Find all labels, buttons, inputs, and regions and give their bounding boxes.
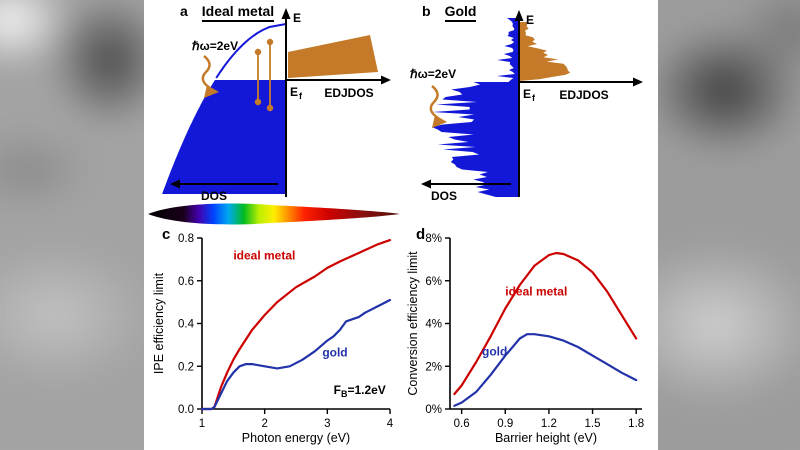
blurred-background-left-blobs — [0, 0, 145, 450]
spectrum-shape — [148, 203, 400, 225]
panel-d-label: d — [416, 226, 426, 243]
svg-text:1: 1 — [199, 418, 205, 430]
svg-text:ideal metal: ideal metal — [505, 285, 567, 299]
svg-text:8%: 8% — [425, 233, 442, 245]
figure-canvas: a Ideal metal b Gold E EDJDOS E f DOS ℏω=2… — [144, 0, 658, 450]
svg-text:0.9: 0.9 — [497, 418, 513, 430]
solar-spectrum-band — [148, 203, 400, 225]
panel-a-schematic: E EDJDOS E f DOS ℏω=2eV — [162, 8, 391, 203]
panel-b-title: Gold — [444, 3, 477, 22]
fermi-level-sub: f — [299, 91, 303, 101]
panel-a-shapes — [162, 8, 391, 197]
panel-b-shapes — [421, 10, 643, 197]
photon-energy-label: ℏω=2eV — [192, 39, 238, 53]
blurred-background-left — [0, 0, 145, 450]
svg-text:2%: 2% — [425, 361, 442, 373]
chart-ipe-efficiency: 1 2 3 4 0.0 0.2 0.4 0.6 0.8 Photon energy (eV) IPE… — [152, 233, 394, 445]
blurred-background-right — [655, 0, 800, 450]
svg-text:1.2: 1.2 — [541, 418, 557, 430]
svg-text:1.5: 1.5 — [585, 418, 601, 430]
svg-text:gold: gold — [322, 346, 347, 360]
dos-axis-label: DOS — [431, 189, 457, 203]
photon-energy-label: ℏω=2eV — [410, 67, 456, 81]
svg-text:6%: 6% — [425, 276, 442, 288]
svg-text:4%: 4% — [425, 319, 442, 331]
svg-text:0.0: 0.0 — [178, 404, 194, 416]
fermi-level-label: E — [523, 87, 531, 101]
panel-b-schematic: E EDJDOS E f DOS ℏω=2eV — [410, 10, 643, 203]
svg-text:IPE efficiency limit: IPE efficiency limit — [152, 272, 166, 374]
panel-b-label: b — [422, 3, 431, 19]
svg-text:0.4: 0.4 — [178, 319, 195, 331]
panel-a-heading: a Ideal metal — [180, 3, 275, 22]
svg-text:4: 4 — [387, 418, 394, 430]
energy-axis-label: E — [293, 11, 301, 25]
chart-conversion-efficiency: 0.6 0.9 1.2 1.5 1.8 0% 2% 4% 6% 8% Barrier height … — [406, 233, 644, 445]
svg-text:ideal metal: ideal metal — [233, 248, 295, 262]
panel-a-title: Ideal metal — [201, 3, 275, 22]
svg-text:FB=1.2eV: FB=1.2eV — [334, 383, 386, 399]
svg-text:2: 2 — [261, 418, 267, 430]
panel-a-label: a — [180, 3, 188, 19]
svg-text:Barrier height (eV): Barrier height (eV) — [495, 431, 597, 445]
fermi-level-label: E — [290, 85, 298, 99]
svg-text:0.6: 0.6 — [454, 418, 470, 430]
svg-text:3: 3 — [324, 418, 330, 430]
panel-c-label: c — [162, 226, 171, 243]
edjdos-axis-label: EDJDOS — [324, 86, 373, 100]
svg-text:Photon energy (eV): Photon energy (eV) — [242, 431, 350, 445]
panel-b-heading: b Gold — [422, 3, 477, 22]
svg-text:0%: 0% — [425, 404, 442, 416]
dos-axis-label: DOS — [201, 189, 227, 203]
fermi-level-sub: f — [532, 93, 536, 103]
edjdos-axis-label: EDJDOS — [559, 88, 608, 102]
svg-text:0.8: 0.8 — [178, 233, 194, 245]
svg-text:1.8: 1.8 — [628, 418, 644, 430]
svg-text:0.2: 0.2 — [178, 361, 194, 373]
svg-text:gold: gold — [482, 345, 507, 359]
blurred-background-right-blobs — [655, 0, 800, 450]
svg-text:Conversion efficiency limit: Conversion efficiency limit — [406, 251, 420, 396]
energy-axis-label: E — [526, 13, 534, 27]
svg-text:0.6: 0.6 — [178, 276, 194, 288]
